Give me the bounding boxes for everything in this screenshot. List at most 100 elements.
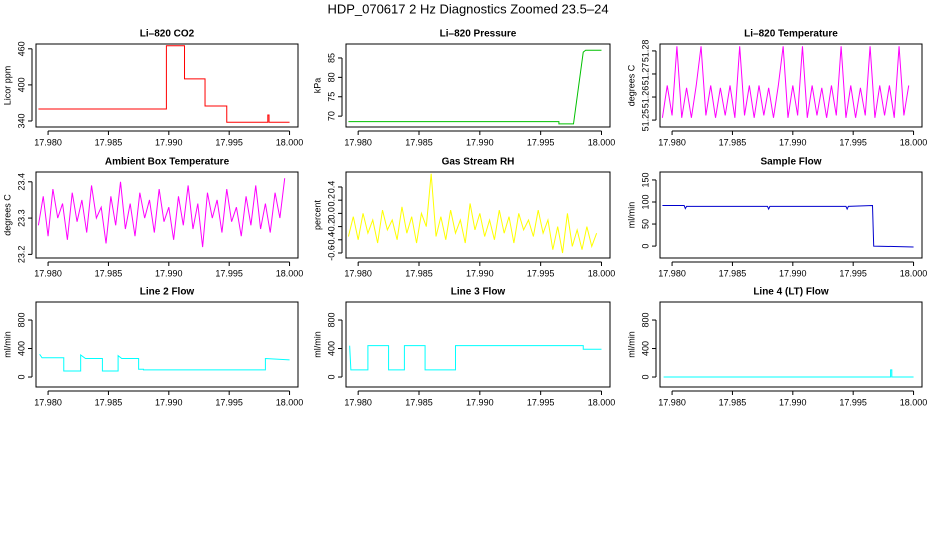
x-tick-label: 17.995: [839, 268, 867, 278]
panel-title: Gas Stream RH: [442, 157, 515, 168]
x-tick-label: 18.000: [588, 137, 616, 147]
x-tick-label: 17.980: [658, 268, 686, 278]
y-tick-label: 0.0: [326, 207, 336, 220]
y-tick-label: 51.26: [640, 86, 650, 109]
y-axis-label: degrees C: [2, 194, 12, 236]
panel-title: Li–820 CO2: [140, 29, 195, 40]
plot-box: [35, 301, 299, 388]
x-tick-label: 18.000: [276, 397, 304, 407]
x-tick-label: 17.990: [466, 397, 494, 407]
x-tick-label: 17.995: [839, 137, 867, 147]
data-line: [38, 45, 290, 123]
plot-box: [35, 171, 299, 259]
x-tick-label: 17.980: [658, 137, 686, 147]
y-tick-label: 0: [16, 375, 26, 380]
y-tick-label: 23.3: [16, 209, 26, 227]
y-tick-label: -0.6: [326, 245, 336, 261]
y-axis-label: Licor ppm: [2, 66, 12, 106]
x-tick-label: 17.985: [405, 137, 433, 147]
x-tick-label: 17.980: [34, 137, 62, 147]
plot-box: [345, 171, 611, 259]
y-tick-label: 75: [326, 92, 336, 102]
x-tick-label: 18.000: [900, 397, 928, 407]
y-tick-label: 85: [326, 53, 336, 63]
data-line: [663, 369, 914, 378]
x-tick-label: 17.985: [719, 397, 747, 407]
x-tick-label: 17.990: [155, 137, 183, 147]
y-tick-label: 23.4: [16, 173, 26, 191]
y-tick-label: 340: [16, 113, 26, 128]
y-axis-label: percent: [312, 199, 322, 230]
panel-title: Li–820 Pressure: [440, 29, 517, 40]
data-line: [661, 46, 910, 118]
y-axis-label: degrees C: [626, 64, 636, 106]
x-tick-label: 17.980: [344, 268, 372, 278]
y-axis-label: ml/min: [2, 331, 12, 358]
x-tick-label: 17.995: [527, 137, 555, 147]
panel-title: Line 3 Flow: [451, 287, 506, 298]
plot-box: [345, 301, 611, 388]
x-tick-label: 17.985: [95, 268, 123, 278]
y-tick-label: 51.27: [640, 63, 650, 86]
x-tick-label: 17.990: [155, 268, 183, 278]
x-tick-label: 17.990: [779, 268, 807, 278]
x-tick-label: 17.990: [155, 397, 183, 407]
y-tick-label: 800: [326, 313, 336, 328]
x-tick-label: 18.000: [276, 137, 304, 147]
data-line: [39, 353, 290, 372]
x-tick-label: 18.000: [276, 268, 304, 278]
y-axis-label: ml/min: [312, 331, 322, 358]
plot-box: [659, 43, 923, 128]
x-tick-label: 17.985: [95, 397, 123, 407]
x-tick-label: 17.985: [719, 137, 747, 147]
y-tick-label: -0.4: [326, 232, 336, 248]
y-tick-label: 800: [640, 313, 650, 328]
panel-title: Ambient Box Temperature: [105, 157, 230, 168]
y-tick-label: 51.28: [640, 40, 650, 63]
x-tick-label: 17.990: [779, 137, 807, 147]
y-tick-label: 0: [640, 244, 650, 249]
page-title: HDP_070617 2 Hz Diagnostics Zoomed 23.5–…: [327, 1, 608, 16]
plot-box: [35, 43, 299, 128]
y-tick-label: 0.2: [326, 194, 336, 207]
y-tick-label: 100: [640, 194, 650, 209]
y-tick-label: 400: [326, 341, 336, 356]
plot-box: [659, 171, 923, 259]
y-tick-label: 400: [640, 341, 650, 356]
x-tick-label: 17.990: [466, 137, 494, 147]
x-tick-label: 17.980: [344, 137, 372, 147]
y-tick-label: 800: [16, 313, 26, 328]
y-tick-label: 80: [326, 72, 336, 82]
y-tick-label: 0.4: [326, 181, 336, 194]
y-tick-label: 23.2: [16, 246, 26, 264]
data-line: [348, 49, 602, 125]
y-tick-label: 0: [326, 375, 336, 380]
x-tick-label: 17.980: [34, 397, 62, 407]
x-tick-label: 17.985: [405, 268, 433, 278]
y-tick-label: 460: [16, 41, 26, 56]
x-tick-label: 17.995: [215, 397, 243, 407]
panel-title: Line 4 (LT) Flow: [753, 287, 829, 298]
panel-title: Sample Flow: [760, 157, 821, 168]
y-tick-label: 0: [640, 375, 650, 380]
x-tick-label: 17.995: [839, 397, 867, 407]
data-line: [349, 345, 602, 371]
x-tick-label: 17.985: [405, 397, 433, 407]
x-tick-label: 17.995: [215, 268, 243, 278]
y-tick-label: 51.25: [640, 109, 650, 132]
x-tick-label: 17.985: [95, 137, 123, 147]
x-tick-label: 17.985: [719, 268, 747, 278]
y-tick-label: 70: [326, 111, 336, 121]
y-tick-label: 400: [16, 341, 26, 356]
y-axis-label: ml/min: [626, 331, 636, 358]
y-axis-label: kPa: [312, 78, 322, 94]
x-tick-label: 17.980: [658, 397, 686, 407]
x-tick-label: 18.000: [588, 268, 616, 278]
x-tick-label: 17.990: [466, 268, 494, 278]
x-tick-label: 18.000: [900, 137, 928, 147]
x-tick-label: 17.995: [527, 397, 555, 407]
y-tick-label: 150: [640, 172, 650, 187]
panel-title: Line 2 Flow: [140, 287, 195, 298]
